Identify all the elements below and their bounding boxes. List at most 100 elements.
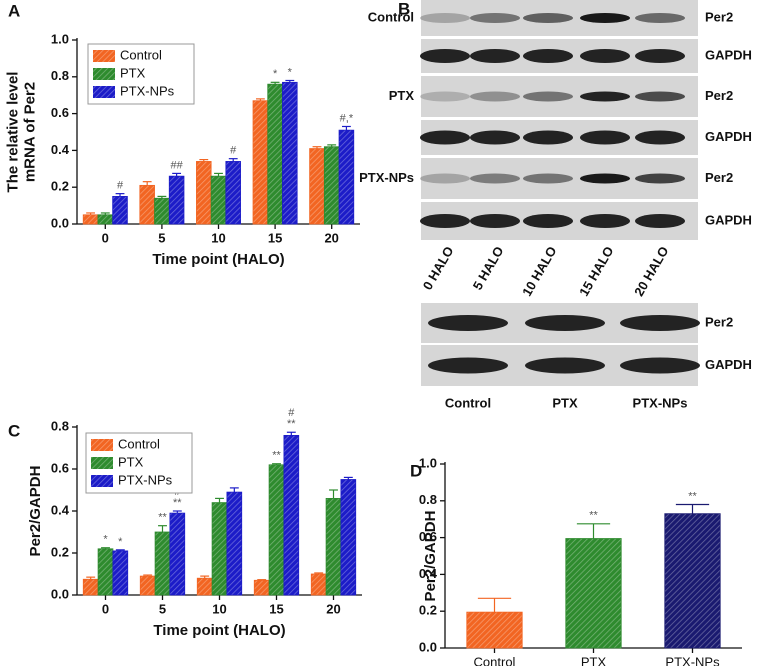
legend-label: PTX <box>118 454 144 469</box>
bar <box>338 129 355 225</box>
lane-label: 10 HALO <box>519 244 559 299</box>
row-label: PTX-NPs <box>359 170 414 185</box>
bar <box>565 538 622 649</box>
y-axis-label: The relative level <box>4 72 21 193</box>
bar <box>466 611 523 649</box>
y-axis-label: mRNA of Per2 <box>21 82 38 182</box>
significance-label: ** <box>272 450 281 462</box>
bar <box>282 81 298 225</box>
bar <box>139 184 155 225</box>
bar <box>97 214 114 225</box>
lane-label: Control <box>445 395 491 410</box>
x-axis-label: Time point (HALO) <box>152 251 284 268</box>
legend-swatch <box>93 50 115 62</box>
blot-band <box>580 130 630 145</box>
y-tick-label: 0.2 <box>51 179 69 194</box>
y-tick-label: 0.8 <box>419 492 437 507</box>
significance-label: # <box>117 180 124 192</box>
y-tick-label: 0.6 <box>51 105 69 120</box>
blot-band <box>523 49 573 63</box>
legend-label: Control <box>118 436 160 451</box>
x-tick-label: 10 <box>212 601 226 616</box>
y-tick-label: 0.4 <box>51 142 70 157</box>
bar <box>664 513 721 649</box>
blot-band <box>635 130 685 145</box>
significance-label: ** <box>589 510 598 522</box>
bar <box>210 175 227 225</box>
band-label: Per2 <box>705 9 733 24</box>
bar <box>112 550 129 596</box>
panel-label: D <box>410 461 422 480</box>
x-tick-label: PTX <box>581 654 607 666</box>
legend-swatch <box>91 475 113 487</box>
blot-band <box>525 357 605 374</box>
blot-band <box>470 91 520 102</box>
bar <box>325 497 342 596</box>
blot-band <box>428 357 508 374</box>
blot-band <box>620 315 700 331</box>
blot-band <box>470 49 520 63</box>
bar <box>154 531 171 596</box>
bar <box>225 161 241 225</box>
lane-label: 20 HALO <box>631 244 671 299</box>
blot-band <box>580 49 630 63</box>
significance-label: # <box>230 145 237 157</box>
blot-band <box>525 315 605 331</box>
bar <box>82 214 99 225</box>
blot-band <box>635 214 685 228</box>
legend-swatch <box>91 457 113 469</box>
panel-label: B <box>398 0 410 18</box>
blot-band <box>635 91 685 102</box>
blot-band <box>420 214 470 228</box>
significance-label: ## <box>170 159 183 171</box>
significance-label: * <box>273 68 278 80</box>
panel-label: A <box>8 1 20 20</box>
significance-label: ** <box>287 418 296 430</box>
blot-band <box>470 13 520 23</box>
blot-band <box>470 214 520 228</box>
y-axis-label: Per2/GAPDH <box>27 466 44 557</box>
blot-band <box>580 91 630 102</box>
bar <box>323 146 340 225</box>
blot-band <box>420 91 470 102</box>
band-label: Per2 <box>705 88 733 103</box>
bar <box>310 573 327 596</box>
bar <box>226 491 243 596</box>
blot-band <box>420 130 470 145</box>
legend-label: PTX-NPs <box>120 83 175 98</box>
band-label: Per2 <box>705 314 733 329</box>
significance-label: #,* <box>340 112 354 124</box>
bar <box>211 502 228 596</box>
blot-band <box>420 13 470 23</box>
y-tick-label: 0.6 <box>51 460 69 475</box>
bar <box>112 195 128 225</box>
bar <box>283 434 300 596</box>
bar <box>139 575 156 596</box>
bar <box>82 578 99 596</box>
blot-band <box>635 49 685 63</box>
blot-band <box>523 13 573 23</box>
y-axis-label: Per2/GAPDH <box>422 511 439 602</box>
row-label: PTX <box>389 88 415 103</box>
bar <box>97 548 114 596</box>
blot-band <box>620 357 700 374</box>
significance-label: * <box>103 534 108 546</box>
y-tick-label: 0.0 <box>51 586 69 601</box>
band-label: GAPDH <box>705 47 752 62</box>
lane-label: PTX <box>552 395 578 410</box>
blot-band <box>635 13 685 23</box>
y-tick-label: 0.0 <box>51 215 69 230</box>
blot-band <box>523 214 573 228</box>
x-tick-label: Control <box>474 654 516 666</box>
lane-label: 0 HALO <box>420 244 457 293</box>
lane-label: 5 HALO <box>470 244 507 293</box>
band-label: GAPDH <box>705 357 752 372</box>
significance-label: * <box>288 66 293 78</box>
bar <box>168 175 185 225</box>
significance-label: ** <box>688 490 697 502</box>
legend-label: Control <box>120 47 162 62</box>
bar <box>154 197 170 225</box>
band-label: GAPDH <box>705 212 752 227</box>
x-tick-label: 20 <box>326 601 340 616</box>
